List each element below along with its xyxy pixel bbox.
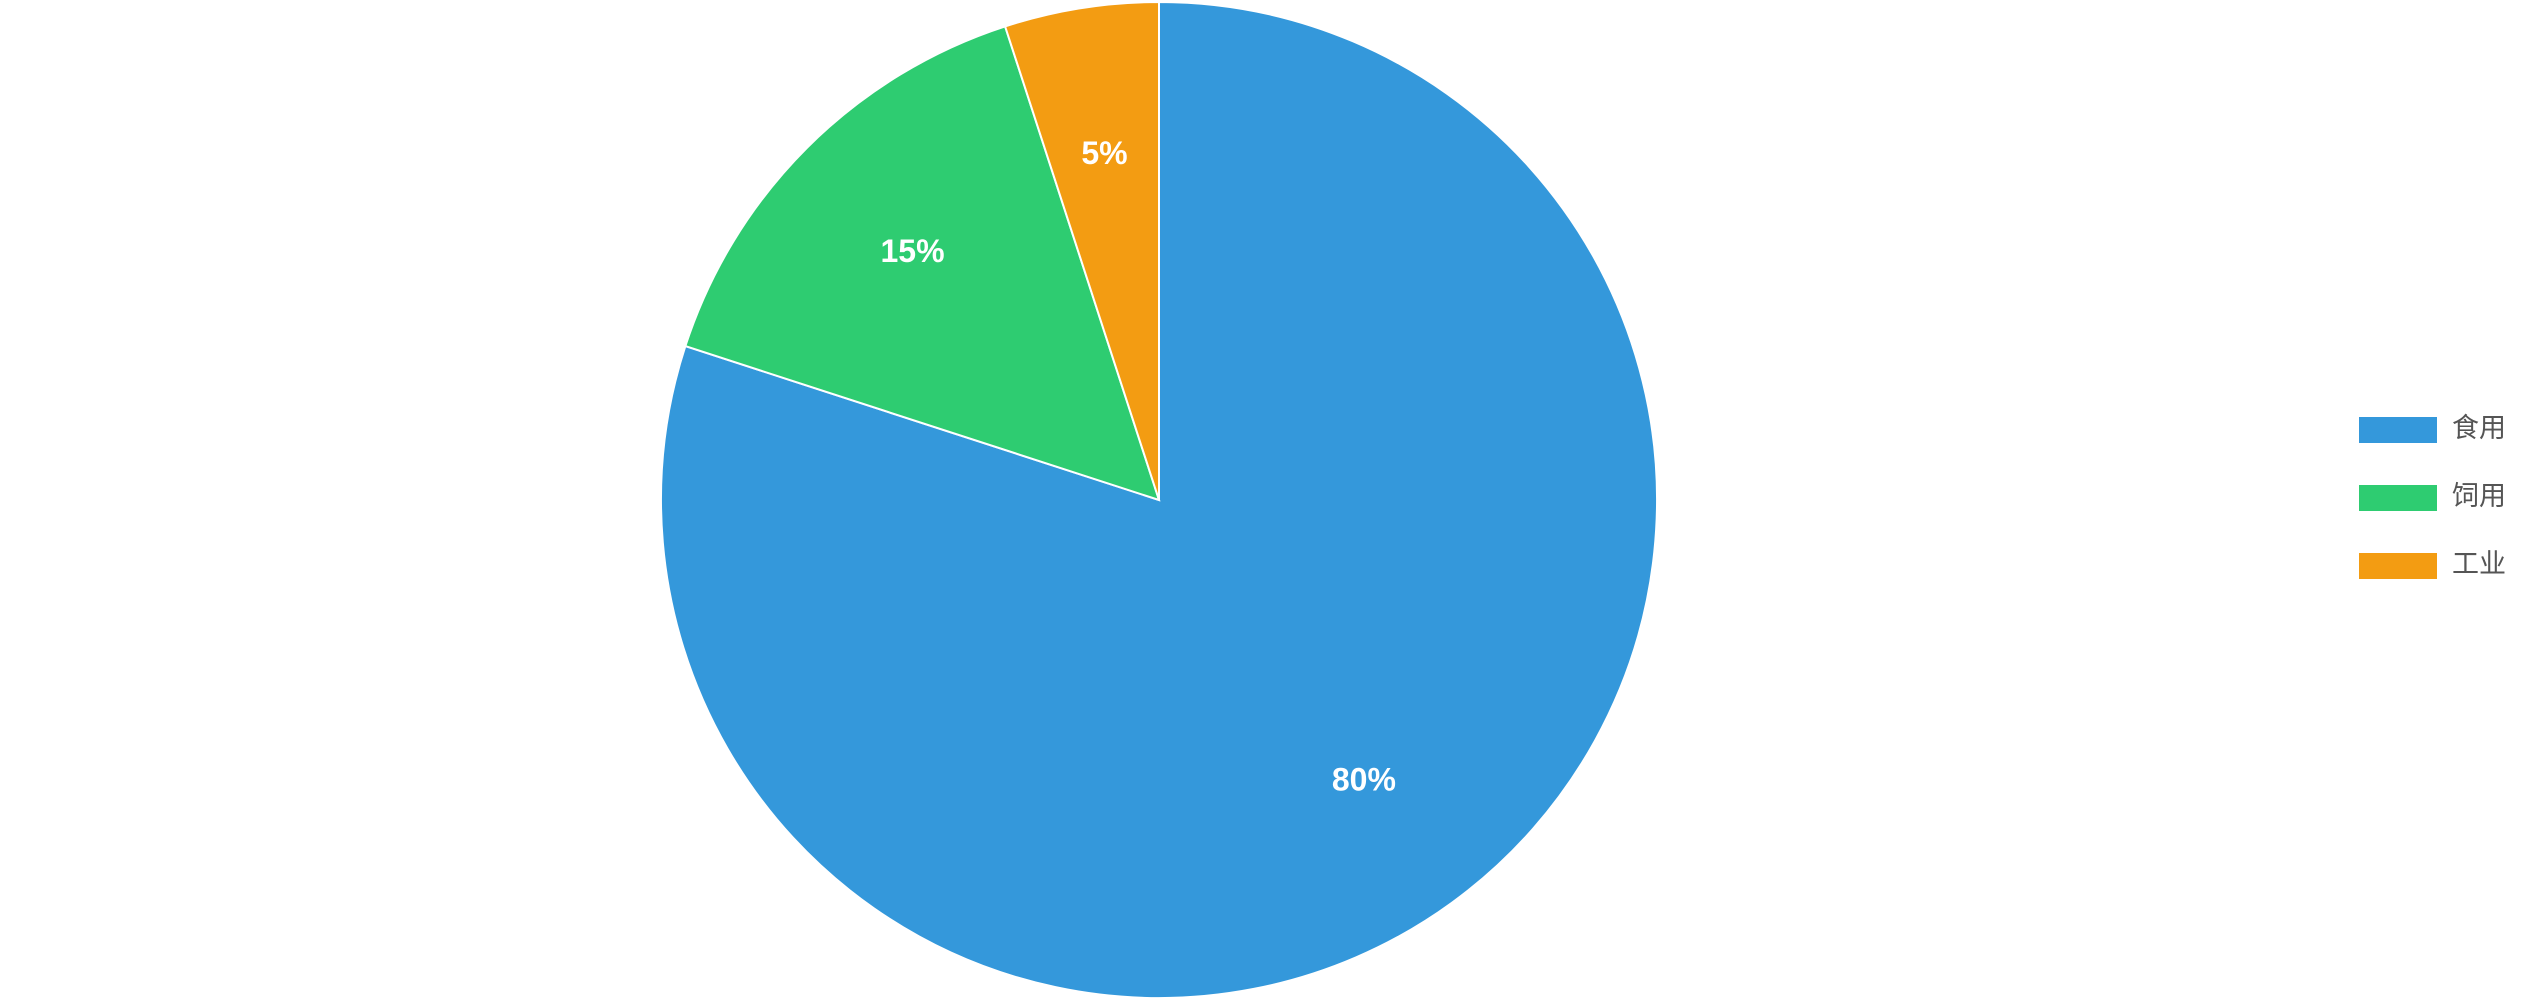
slice-label: 5% (1081, 135, 1127, 171)
legend-swatch (2359, 417, 2437, 443)
pie-slice (1003, 0, 1160, 501)
slice-label: 80% (1332, 761, 1396, 797)
legend-swatch (2359, 485, 2437, 511)
slice-label: 15% (880, 233, 944, 269)
legend-label: 工业 (2452, 549, 2506, 579)
legend-label: 食用 (2452, 413, 2506, 443)
pie-slice (684, 25, 1161, 502)
legend-label: 饲用 (2452, 481, 2506, 511)
legend-swatch (2359, 553, 2437, 579)
